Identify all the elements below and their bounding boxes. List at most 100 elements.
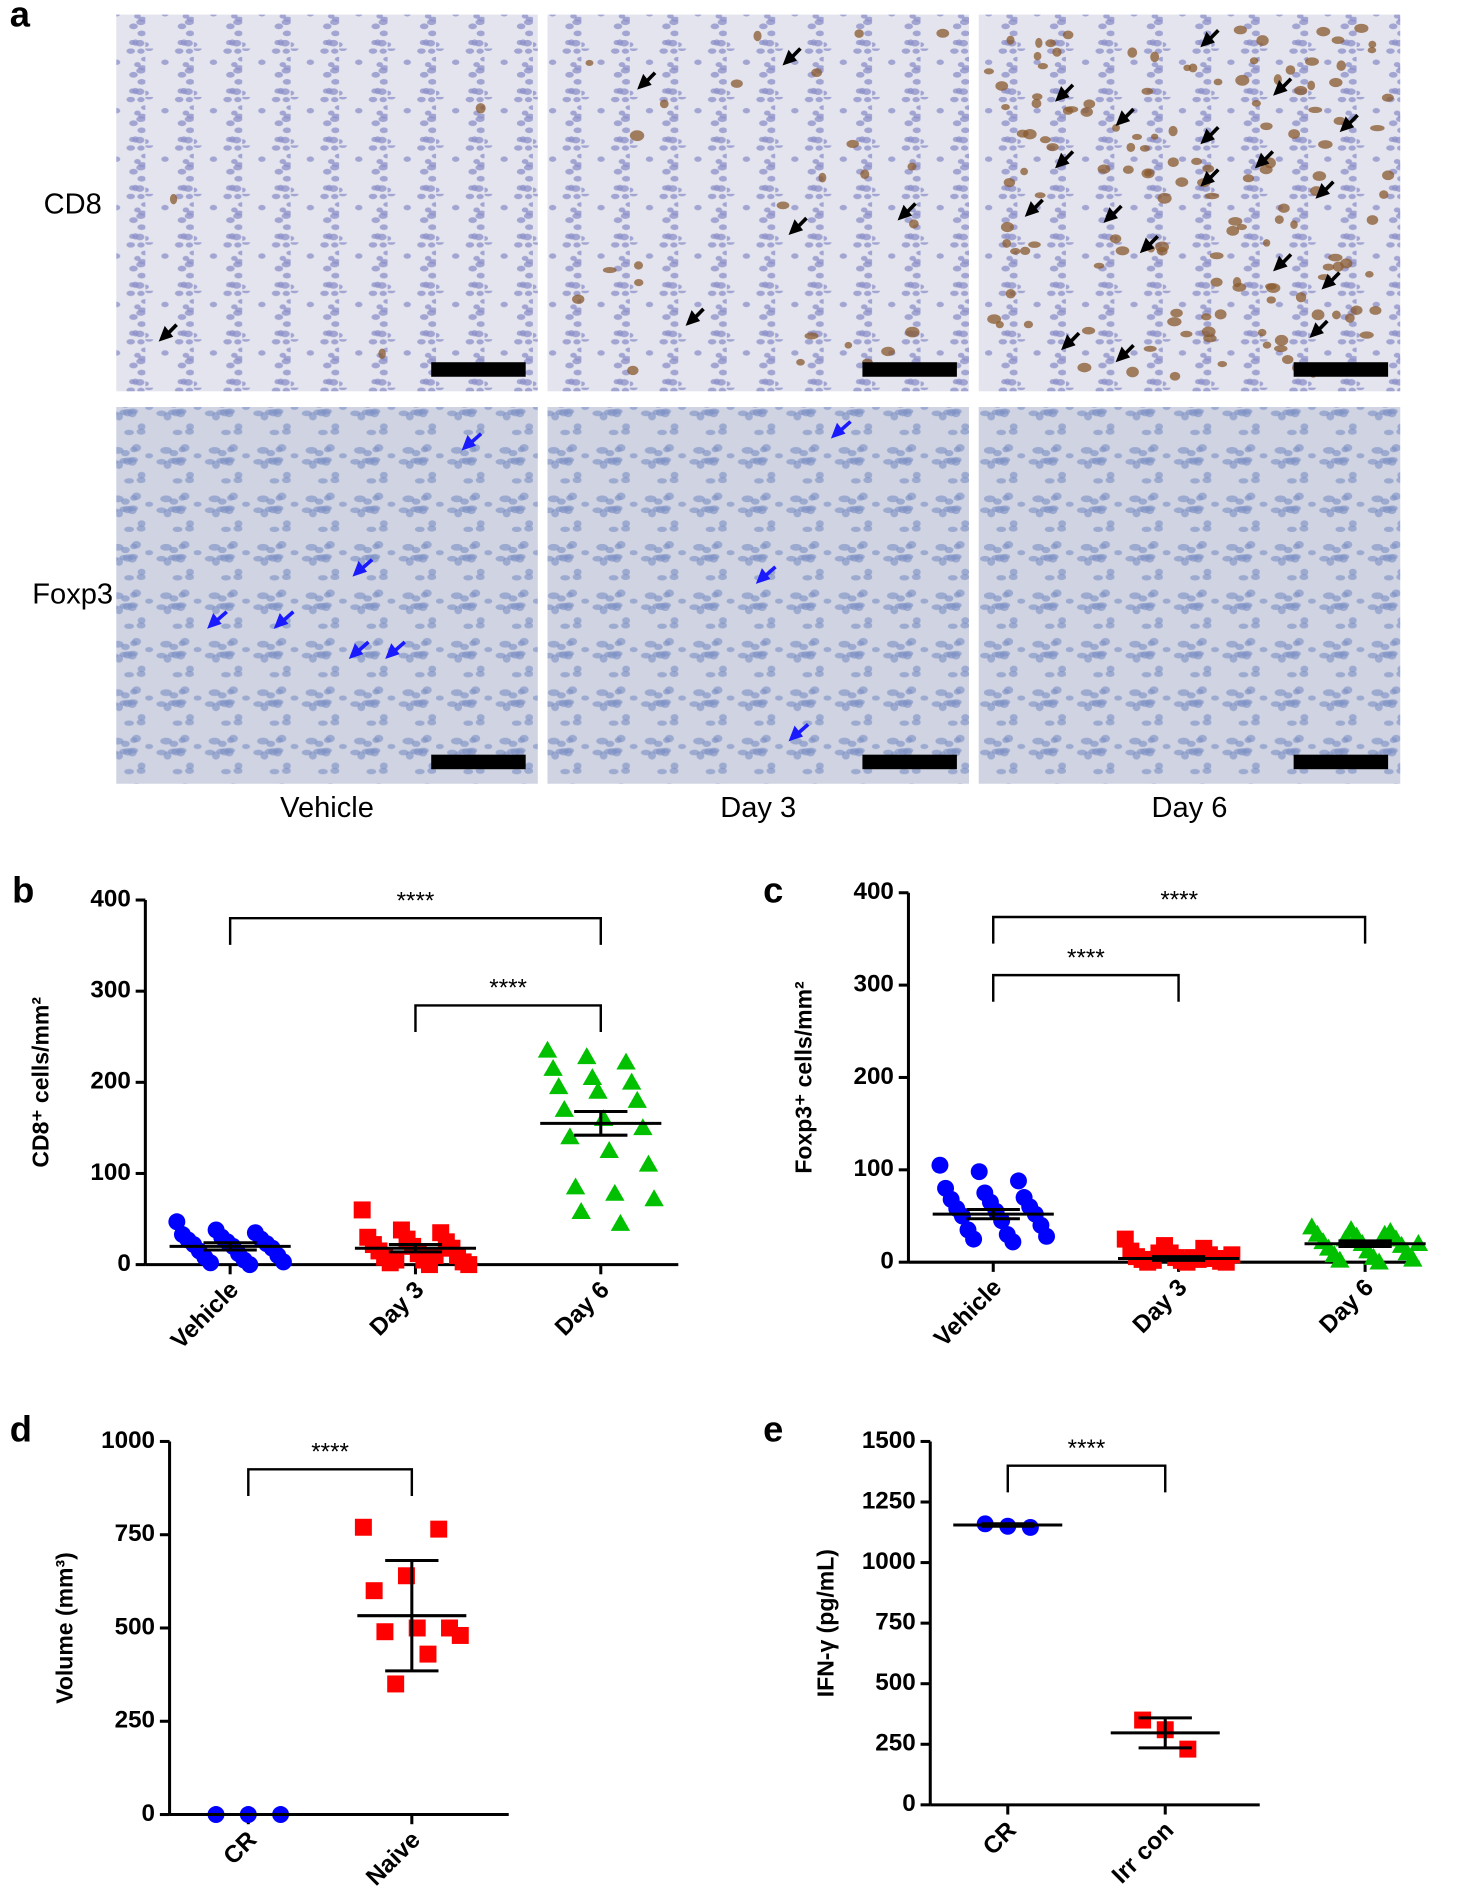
stained-cell [1016, 129, 1029, 138]
stained-cell [1370, 124, 1385, 132]
error-bar [203, 1241, 257, 1252]
stained-cell [1180, 330, 1193, 338]
significance-label: **** [1068, 1435, 1106, 1462]
stained-cell [1249, 57, 1259, 65]
stained-cell [907, 162, 917, 171]
y-tick-label: 1250 [862, 1487, 916, 1514]
data-point [638, 1154, 659, 1172]
error-bar [1151, 1255, 1206, 1262]
stained-cell [1112, 123, 1120, 132]
arrow-head [685, 310, 701, 326]
data-point [460, 1256, 478, 1274]
y-tick-label: 750 [875, 1609, 915, 1636]
micrograph [116, 14, 538, 392]
data-point [1038, 1227, 1056, 1245]
y-tick-label: 400 [853, 878, 893, 905]
data-point [241, 1256, 259, 1274]
stained-cell [881, 346, 896, 357]
stained-cell [634, 278, 644, 287]
stained-cell [987, 314, 1002, 324]
stained-cell [1034, 192, 1046, 199]
data-point [274, 1253, 292, 1271]
stained-cell [1167, 317, 1182, 327]
stained-cell [585, 59, 594, 67]
stained-cell [1282, 355, 1294, 365]
stained-cell [1175, 177, 1189, 187]
y-tick-label: 1000 [101, 1427, 155, 1454]
data-point [387, 1251, 405, 1269]
stained-cell [1031, 98, 1042, 109]
y-tick-label: 300 [90, 977, 130, 1004]
stained-cell [811, 68, 823, 78]
y-tick-label: 0 [142, 1800, 155, 1827]
stained-cell [1169, 371, 1181, 381]
stained-cell [629, 130, 645, 142]
stained-cell [1344, 313, 1355, 323]
significance-bracket [992, 973, 1180, 1002]
y-tick-label: 500 [875, 1669, 915, 1696]
stained-cell [1274, 215, 1284, 224]
x-tick-label: CR [218, 1826, 262, 1870]
stained-cell [730, 79, 743, 88]
y-tick-label: 250 [115, 1707, 155, 1734]
stained-cell [1251, 100, 1262, 107]
panel-label: d [10, 1408, 32, 1449]
stained-cell [1150, 133, 1159, 140]
y-axis-title: Volume (mm³) [52, 1552, 78, 1704]
data-point [565, 1177, 586, 1195]
arrow-head [830, 422, 846, 439]
stained-cell [1368, 40, 1377, 49]
arrow-head [1200, 170, 1215, 187]
y-tick-label: 0 [880, 1248, 893, 1275]
stained-cell [804, 332, 819, 340]
stained-cell [1305, 57, 1319, 66]
panel-label: a [10, 0, 31, 35]
stained-cell [905, 326, 920, 338]
arrow-head [1200, 128, 1215, 145]
stained-cell [1265, 283, 1277, 290]
stained-cell [1350, 305, 1363, 315]
scale-bar [431, 754, 526, 770]
data-point [419, 1645, 437, 1663]
stained-cell [1202, 164, 1215, 173]
arrow-head [1055, 86, 1070, 102]
stained-cell [1141, 168, 1155, 179]
stained-cell [1077, 362, 1092, 373]
stained-cell [1188, 63, 1198, 73]
stained-cell [1333, 116, 1346, 126]
x-tick-label: Naive [361, 1826, 426, 1891]
data-point [965, 1230, 983, 1248]
stained-cell [1126, 366, 1139, 378]
stained-cell [1214, 309, 1227, 320]
data-point [1330, 1250, 1350, 1268]
data-point [588, 1081, 608, 1099]
y-tick-label: 750 [115, 1520, 155, 1547]
error-bar [385, 1558, 439, 1673]
stained-cell [1201, 326, 1216, 338]
y-tick-label: 0 [117, 1250, 130, 1277]
data-point [430, 1520, 448, 1538]
data-point [1134, 1711, 1152, 1729]
data-point [993, 1212, 1011, 1230]
panel-a: a CD8 Foxp3 Vehicle Day 3 Day 6 [10, 0, 1401, 824]
row-label: Foxp3 [32, 579, 113, 611]
stained-cell [602, 266, 617, 274]
stained-cell [1340, 258, 1353, 269]
stained-cell [1294, 85, 1308, 96]
stained-cell [776, 201, 790, 210]
stained-cell [1109, 234, 1122, 244]
stained-cell [378, 348, 386, 359]
stained-cell [1235, 74, 1250, 86]
stained-cell [1170, 308, 1183, 318]
stained-cell [1045, 39, 1057, 48]
data-point [560, 1127, 580, 1145]
stained-cell [995, 81, 1009, 91]
data-point [627, 1090, 647, 1108]
data-point [1403, 1249, 1423, 1267]
stained-cell [1226, 225, 1240, 236]
y-axis-title: CD8⁺ cells/mm² [27, 997, 53, 1168]
arrow-head [637, 73, 652, 90]
stained-cell [659, 99, 669, 109]
stained-cell [1308, 106, 1323, 114]
stained-cell [1365, 271, 1374, 278]
